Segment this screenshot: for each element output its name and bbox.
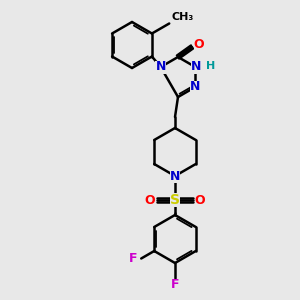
- Text: H: H: [206, 61, 216, 71]
- Text: N: N: [155, 61, 166, 74]
- Text: F: F: [129, 252, 137, 265]
- Text: O: O: [195, 194, 205, 206]
- Text: O: O: [145, 194, 155, 206]
- Text: CH₃: CH₃: [171, 11, 194, 22]
- Text: S: S: [170, 193, 180, 207]
- Text: N: N: [170, 169, 180, 182]
- Text: O: O: [194, 38, 204, 52]
- Text: N: N: [191, 61, 202, 74]
- Text: N: N: [190, 80, 200, 94]
- Text: F: F: [171, 278, 179, 292]
